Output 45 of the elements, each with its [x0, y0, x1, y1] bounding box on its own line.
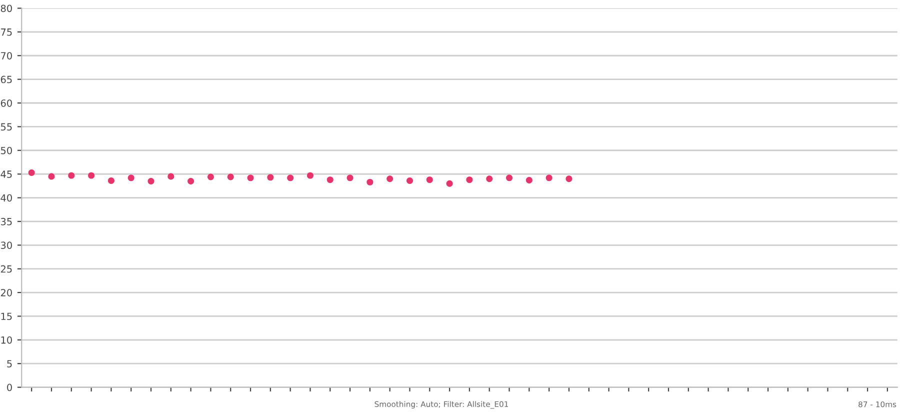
point [48, 173, 55, 180]
point [207, 174, 214, 180]
y-tick-label: 70 [1, 52, 12, 60]
y-tick-label: 80 [0, 4, 12, 12]
y-tick-label: 5 [7, 360, 12, 368]
y-tick-label: 50 [0, 146, 12, 154]
point [406, 177, 414, 184]
point [466, 176, 473, 184]
point [188, 178, 194, 184]
point [426, 176, 433, 184]
point [506, 174, 513, 182]
point [306, 172, 314, 179]
y-tick-label: 20 [0, 289, 12, 296]
point [267, 174, 274, 181]
y-tick-label: 65 [0, 76, 12, 84]
point [287, 174, 294, 182]
point [247, 174, 254, 182]
y-tick-label: 30 [0, 242, 12, 249]
point [486, 176, 493, 182]
point [168, 173, 174, 180]
point [566, 176, 572, 182]
point [366, 178, 374, 186]
point [88, 172, 95, 179]
y-tick-label: 10 [1, 336, 12, 344]
point [346, 174, 354, 182]
point [386, 176, 394, 182]
point [68, 172, 75, 179]
y-tick-label: 0 [7, 384, 12, 392]
y-tick-label: 25 [0, 265, 12, 273]
point [128, 174, 134, 182]
y-tick-label: 75 [1, 28, 12, 36]
point [326, 176, 334, 184]
y-tick-label: 35 [0, 218, 12, 226]
point [546, 174, 552, 182]
y-tick-label: 55 [0, 123, 12, 131]
point [526, 176, 532, 184]
point [28, 169, 35, 176]
y-tick-label: 60 [0, 99, 12, 107]
y-tick-label: 15 [1, 312, 12, 320]
point [227, 174, 234, 180]
point [446, 180, 453, 187]
y-tick-label: 45 [0, 170, 12, 178]
point [108, 177, 114, 184]
y-tick-label: 40 [0, 194, 12, 202]
point [148, 178, 154, 184]
